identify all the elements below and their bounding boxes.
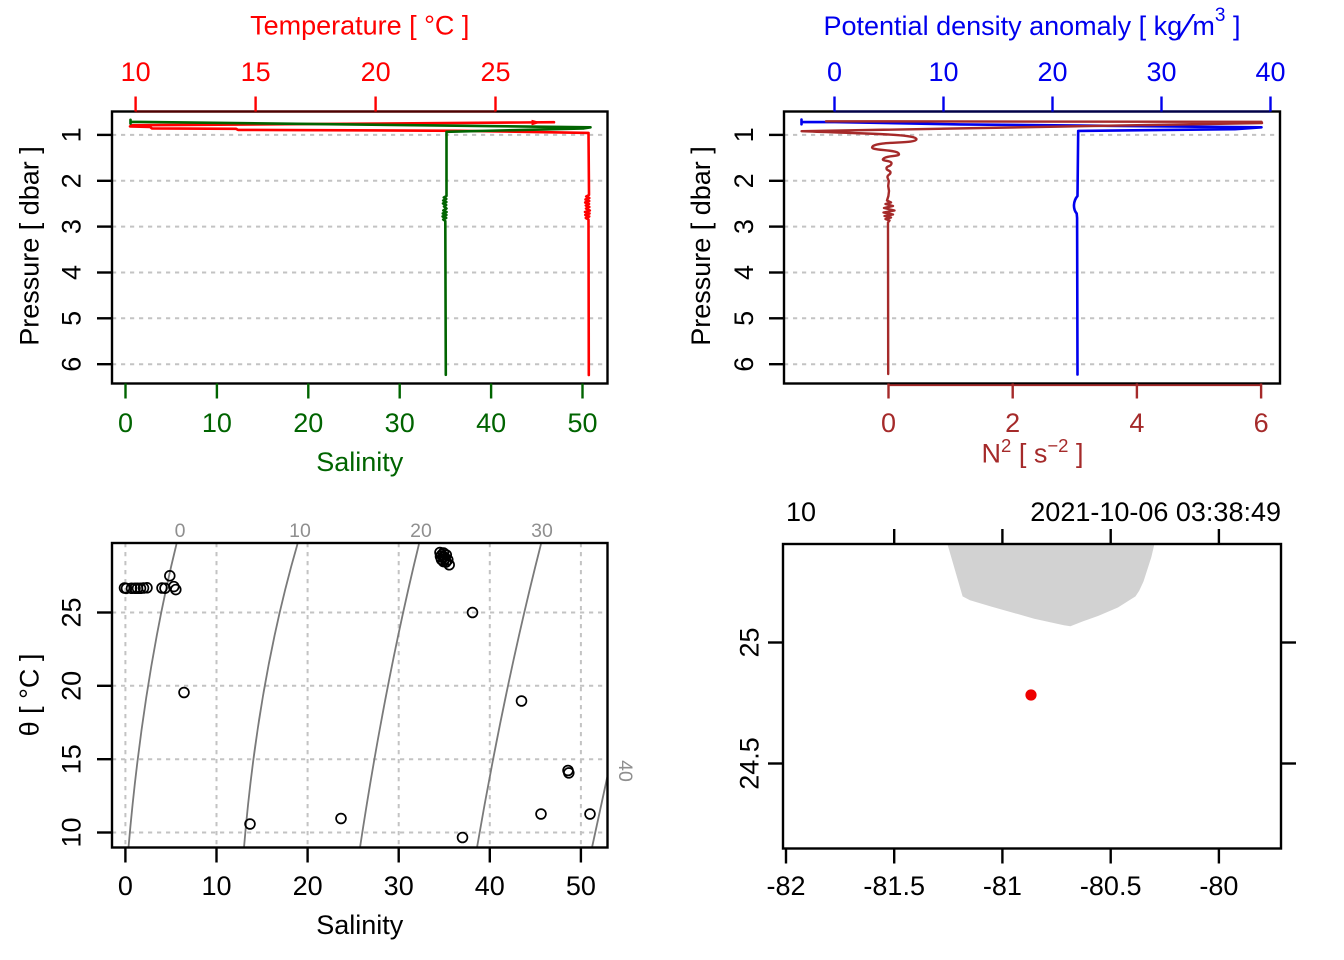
svg-text:2: 2 — [729, 173, 759, 188]
svg-text:4: 4 — [57, 265, 87, 280]
svg-text:3: 3 — [729, 219, 759, 234]
svg-text:50: 50 — [566, 871, 596, 901]
svg-text:40: 40 — [475, 871, 505, 901]
svg-text:0: 0 — [827, 57, 842, 87]
svg-text:-81: -81 — [983, 871, 1022, 901]
svg-text:6: 6 — [729, 357, 759, 372]
svg-text:10: 10 — [121, 57, 151, 87]
svg-text:1: 1 — [57, 127, 87, 142]
svg-text:24.5: 24.5 — [735, 737, 765, 790]
svg-text:θ [ °C ]: θ [ °C ] — [15, 654, 45, 737]
svg-text:20: 20 — [293, 408, 323, 438]
svg-text:5: 5 — [57, 311, 87, 326]
svg-text:-80: -80 — [1199, 871, 1238, 901]
svg-text:10: 10 — [57, 817, 87, 847]
svg-text:Pressure [ dbar ]: Pressure [ dbar ] — [686, 146, 716, 346]
svg-text:N2 [ s−2 ]: N2 [ s−2 ] — [982, 435, 1084, 469]
svg-text:25: 25 — [480, 57, 510, 87]
svg-text:1: 1 — [729, 127, 759, 142]
svg-text:40: 40 — [476, 408, 506, 438]
svg-text:30: 30 — [385, 408, 415, 438]
svg-text:30: 30 — [384, 871, 414, 901]
svg-text:-81.5: -81.5 — [863, 871, 925, 901]
svg-text:40: 40 — [1255, 57, 1285, 87]
svg-text:20: 20 — [361, 57, 391, 87]
svg-text:Pressure [ dbar ]: Pressure [ dbar ] — [15, 146, 45, 346]
svg-text:10: 10 — [928, 57, 958, 87]
svg-text:0: 0 — [118, 408, 133, 438]
svg-text:0: 0 — [175, 520, 186, 542]
svg-text:0: 0 — [881, 408, 896, 438]
svg-text:20: 20 — [57, 671, 87, 701]
svg-text:10: 10 — [202, 408, 232, 438]
svg-text:10: 10 — [201, 871, 231, 901]
svg-text:20: 20 — [1037, 57, 1067, 87]
svg-text:2021-10-06 03:38:49: 2021-10-06 03:38:49 — [1030, 497, 1281, 527]
svg-text:Temperature [ °C ]: Temperature [ °C ] — [250, 11, 469, 41]
svg-text:15: 15 — [57, 744, 87, 774]
svg-text:Salinity: Salinity — [316, 910, 404, 940]
svg-text:25: 25 — [57, 597, 87, 627]
svg-text:50: 50 — [567, 408, 597, 438]
svg-text:4: 4 — [1129, 408, 1144, 438]
svg-text:0: 0 — [118, 871, 133, 901]
svg-text:6: 6 — [57, 357, 87, 372]
svg-text:-80.5: -80.5 — [1080, 871, 1142, 901]
svg-text:3: 3 — [57, 219, 87, 234]
svg-text:2: 2 — [57, 173, 87, 188]
svg-text:40: 40 — [614, 760, 636, 782]
svg-text:10: 10 — [289, 520, 311, 542]
svg-text:2: 2 — [1005, 408, 1020, 438]
svg-text:25: 25 — [735, 627, 765, 657]
svg-text:10: 10 — [786, 497, 816, 527]
svg-text:Salinity: Salinity — [316, 447, 404, 477]
svg-text:15: 15 — [241, 57, 271, 87]
svg-text:30: 30 — [1146, 57, 1176, 87]
svg-text:30: 30 — [531, 520, 553, 542]
svg-text:6: 6 — [1254, 408, 1269, 438]
svg-text:20: 20 — [410, 520, 432, 542]
svg-text:20: 20 — [293, 871, 323, 901]
svg-text:-82: -82 — [766, 871, 805, 901]
svg-text:Potential density anomaly [ kg: Potential density anomaly [ kg∕m3 ] — [824, 5, 1241, 48]
svg-text:4: 4 — [729, 265, 759, 280]
svg-text:5: 5 — [729, 311, 759, 326]
